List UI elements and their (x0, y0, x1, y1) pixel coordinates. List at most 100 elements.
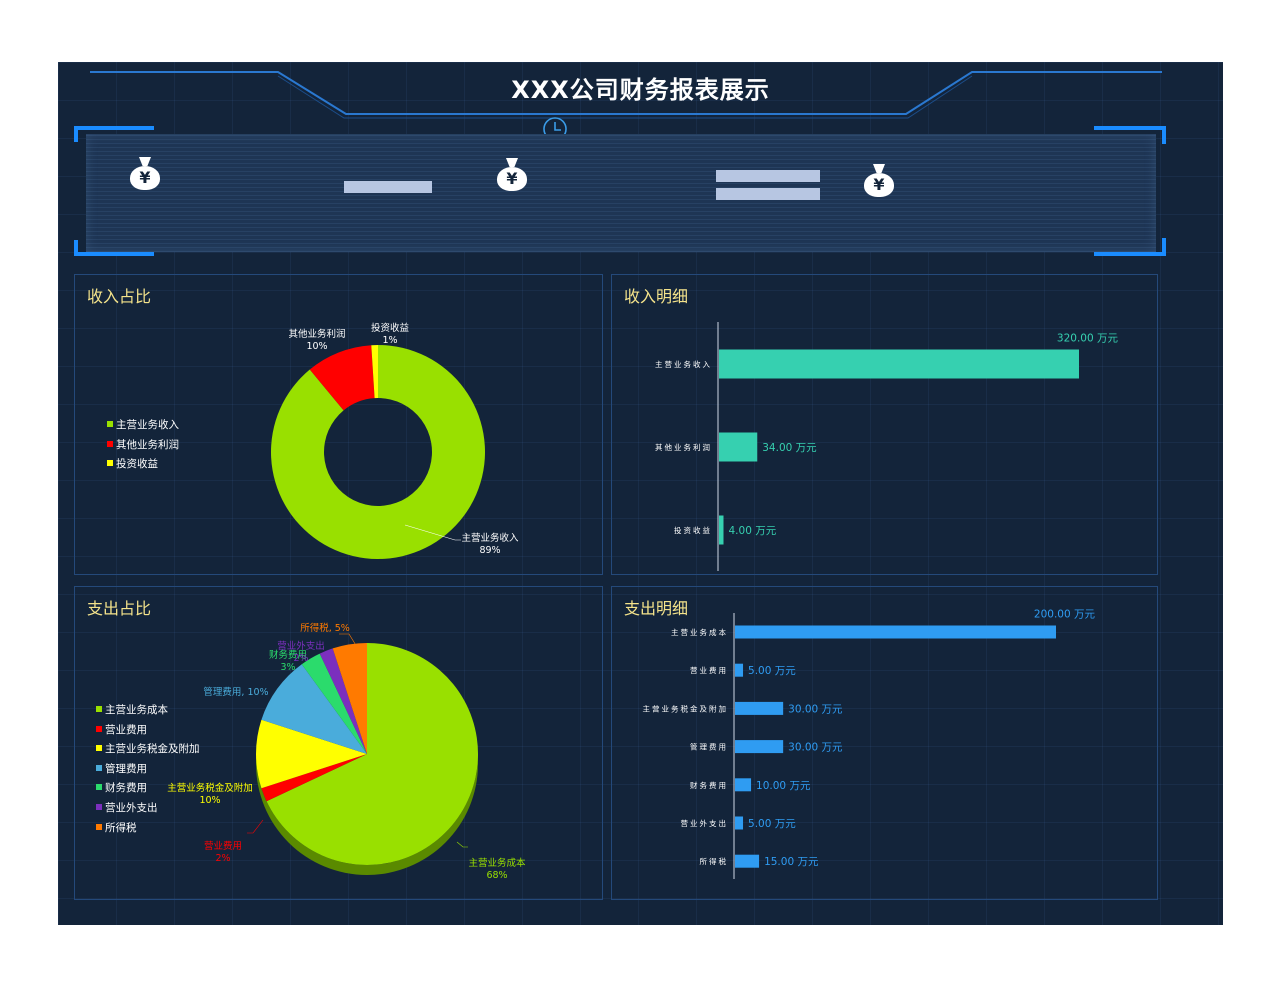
pie-slice[interactable] (261, 664, 367, 754)
legend-swatch (107, 440, 113, 447)
category-label: 主营业务成本 (671, 627, 728, 637)
legend-item[interactable]: 投资收益 (107, 455, 179, 475)
category-label: 营业外支出 (681, 818, 729, 828)
value-label: 30.00 万元 (788, 742, 843, 754)
income-legend: 主营业务收入 其他业务利润 投资收益 (107, 416, 179, 475)
category-label: 主营业务收入 (655, 359, 712, 369)
pie-slice[interactable] (332, 643, 367, 754)
legend-swatch (96, 823, 102, 830)
value-label: 5.00 万元 (748, 665, 796, 677)
donut-slice[interactable] (371, 345, 378, 399)
legend-item[interactable]: 营业外支出 (96, 799, 200, 819)
bar[interactable] (735, 701, 784, 715)
category-label: 其他业务利润 (655, 442, 712, 452)
pie-slice[interactable] (261, 754, 367, 802)
kpi-value-bar (716, 188, 820, 200)
pie-data-label: 营业费用 2% (204, 840, 242, 864)
leader-line (247, 819, 264, 834)
donut-slice[interactable] (309, 345, 375, 411)
legend-item[interactable]: 管理费用 (96, 760, 200, 780)
legend-label: 主营业务成本 (105, 704, 168, 716)
category-label: 管理费用 (690, 742, 728, 752)
bar[interactable] (735, 778, 752, 792)
legend-label: 管理费用 (105, 762, 147, 775)
legend-swatch (96, 725, 102, 732)
bar[interactable] (735, 625, 1056, 639)
category-label: 营业费用 (690, 665, 728, 675)
money-bag-icon: ¥ (864, 173, 894, 197)
kpi-band (86, 134, 1156, 252)
legend-item[interactable]: 所得税 (96, 819, 200, 839)
panel-title: 支出占比 (87, 599, 152, 618)
kpi-value-bar (716, 170, 820, 182)
legend-swatch (107, 460, 113, 467)
bar[interactable] (735, 663, 744, 677)
legend-swatch (96, 803, 102, 810)
value-label: 200.00 万元 (1034, 609, 1096, 621)
pie-data-label: 主营业务收入 89% (461, 532, 519, 556)
expense-pie-chart: 主营业务成本 68% 营业费用 2% 主营业务税金及附加 10% 管理费用, 10% 财务费用… (167, 622, 526, 881)
value-label: 30.00 万元 (788, 703, 843, 715)
leader-line (456, 841, 468, 848)
pie-data-label: 主营业务成本 68% (468, 857, 526, 881)
bar[interactable] (719, 349, 1079, 379)
pie-data-label: 营业外支出 2% (277, 640, 325, 664)
leader-line (339, 633, 358, 648)
dashboard-board: XXX公司财务报表展示 ¥ ¥ ¥ 收入占比 主营业务收入 其他业务利润 投资收… (58, 62, 1223, 925)
pie-data-label: 主营业务税金及附加 10% (167, 782, 253, 806)
category-label: 投资收益 (674, 525, 712, 535)
panel-title: 收入占比 (87, 287, 152, 306)
legend-item[interactable]: 主营业务税金及附加 (96, 740, 200, 760)
leader-line (404, 524, 461, 541)
bar[interactable] (719, 515, 724, 545)
kpi-value-bar (344, 181, 432, 193)
income-detail-panel: 收入明细 主营业务收入 320.00 万元 其他业务利润 34.00 万元 投资收益 4.… (611, 274, 1158, 575)
pie-slice[interactable] (256, 719, 367, 789)
expense-detail-panel: 支出明细 主营业务成本 200.00 万元 营业费用 5.00 万元 主营业务税金及附加… (611, 586, 1158, 900)
category-label: 财务费用 (690, 780, 728, 790)
legend-label: 主营业务税金及附加 (105, 743, 200, 756)
donut-slice[interactable] (271, 345, 485, 559)
value-label: 15.00 万元 (764, 856, 819, 868)
legend-item[interactable]: 财务费用 (96, 779, 200, 799)
panel-title: 收入明细 (624, 287, 689, 306)
legend-label: 主营业务收入 (116, 419, 179, 431)
legend-item[interactable]: 营业费用 (96, 721, 200, 741)
pie-data-label: 所得税, 5% (300, 622, 350, 634)
value-label: 4.00 万元 (729, 525, 777, 537)
legend-label: 所得税 (105, 821, 137, 834)
pie-slice[interactable] (301, 653, 367, 754)
pie-data-label: 其他业务利润 10% (288, 328, 345, 352)
value-label: 10.00 万元 (756, 780, 811, 792)
bar[interactable] (735, 854, 760, 868)
legend-label: 其他业务利润 (116, 438, 179, 451)
income-share-panel: 收入占比 主营业务收入 其他业务利润 投资收益 主营业务收入 89% 其他业务利润 1… (74, 274, 603, 575)
legend-label: 营业费用 (105, 723, 147, 736)
value-label: 5.00 万元 (748, 818, 796, 830)
category-label: 所得税 (700, 856, 729, 866)
money-bag-icon: ¥ (130, 166, 160, 190)
legend-item[interactable]: 其他业务利润 (107, 436, 179, 456)
page-title: XXX公司财务报表展示 (511, 76, 770, 104)
legend-item[interactable]: 主营业务收入 (107, 416, 179, 436)
legend-swatch (96, 764, 102, 771)
legend-item[interactable]: 主营业务成本 (96, 701, 200, 721)
legend-label: 财务费用 (105, 782, 147, 795)
legend-swatch (96, 745, 102, 752)
pie-slice[interactable] (319, 648, 367, 754)
legend-label: 投资收益 (116, 458, 158, 471)
legend-swatch (96, 784, 102, 791)
pie-data-label: 投资收益 1% (371, 322, 410, 346)
bar[interactable] (735, 816, 744, 830)
money-bag-icon: ¥ (497, 167, 527, 191)
bar[interactable] (719, 432, 758, 462)
value-label: 34.00 万元 (762, 442, 817, 454)
bar[interactable] (735, 740, 784, 754)
header-frame (90, 71, 1162, 119)
legend-swatch (96, 706, 102, 712)
pie-slice[interactable] (266, 643, 479, 865)
pie-data-label: 管理费用, 10% (203, 686, 268, 698)
category-label: 主营业务税金及附加 (643, 703, 729, 713)
